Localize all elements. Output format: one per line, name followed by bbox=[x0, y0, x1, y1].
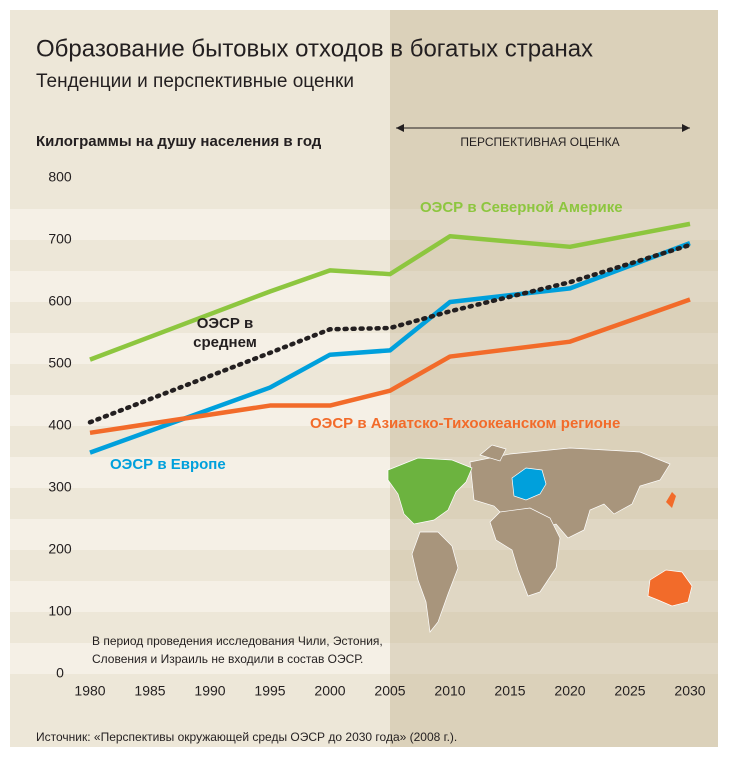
band bbox=[10, 333, 718, 364]
band bbox=[10, 395, 718, 426]
projection-label: ПЕРСПЕКТИВНАЯ ОЦЕНКА bbox=[460, 135, 619, 149]
y-axis-label: Килограммы на душу населения в год bbox=[36, 133, 322, 150]
europe bbox=[511, 467, 547, 501]
series-label: ОЭСР в среднем bbox=[193, 315, 257, 351]
x-tick-label: 2015 bbox=[494, 683, 525, 699]
projection-area bbox=[390, 10, 718, 747]
band bbox=[10, 581, 718, 612]
series-line bbox=[89, 297, 691, 436]
y-tick-label: 200 bbox=[48, 541, 72, 557]
x-tick-label: 1990 bbox=[194, 683, 225, 699]
y-tick-label: 400 bbox=[48, 417, 72, 433]
series-line bbox=[87, 242, 693, 425]
band bbox=[10, 643, 718, 674]
land bbox=[479, 444, 507, 462]
series-line bbox=[89, 221, 691, 362]
series-label: ОЭСР в Европе bbox=[110, 456, 226, 473]
series-label: ОЭСР в Северной Америке bbox=[420, 199, 623, 216]
north-america bbox=[387, 457, 473, 525]
band bbox=[10, 209, 718, 240]
chart-subtitle: Тенденции и перспективные оценки bbox=[36, 71, 354, 92]
land bbox=[411, 531, 459, 633]
x-tick-label: 2000 bbox=[314, 683, 345, 699]
x-tick-label: 1995 bbox=[254, 683, 285, 699]
x-tick-label: 1980 bbox=[74, 683, 105, 699]
y-tick-label: 100 bbox=[48, 603, 72, 619]
y-tick-label: 300 bbox=[48, 479, 72, 495]
y-tick-label: 500 bbox=[48, 355, 72, 371]
y-tick-label: 600 bbox=[48, 293, 72, 309]
series-label: ОЭСР в Азиатско-Тихоокеанском регионе bbox=[310, 415, 621, 432]
band bbox=[10, 519, 718, 550]
x-tick-label: 1985 bbox=[134, 683, 165, 699]
x-tick-label: 2020 bbox=[554, 683, 585, 699]
series-line bbox=[89, 240, 691, 455]
x-tick-label: 2010 bbox=[434, 683, 465, 699]
y-tick-label: 700 bbox=[48, 231, 72, 247]
chart-title: Образование бытовых отходов в богатых ст… bbox=[36, 35, 593, 62]
y-tick-label: 0 bbox=[56, 665, 64, 681]
world-map bbox=[387, 444, 693, 633]
x-tick-label: 2030 bbox=[674, 683, 705, 699]
x-tick-label: 2025 bbox=[614, 683, 645, 699]
x-tick-label: 2005 bbox=[374, 683, 405, 699]
background bbox=[10, 10, 718, 747]
land bbox=[489, 507, 561, 597]
y-tick-label: 800 bbox=[48, 169, 72, 185]
source: Источник: «Перспективы окружающей среды … bbox=[36, 730, 457, 744]
note: В период проведения исследования Чили, Э… bbox=[92, 634, 383, 666]
australia bbox=[647, 569, 693, 607]
japan bbox=[666, 492, 676, 508]
